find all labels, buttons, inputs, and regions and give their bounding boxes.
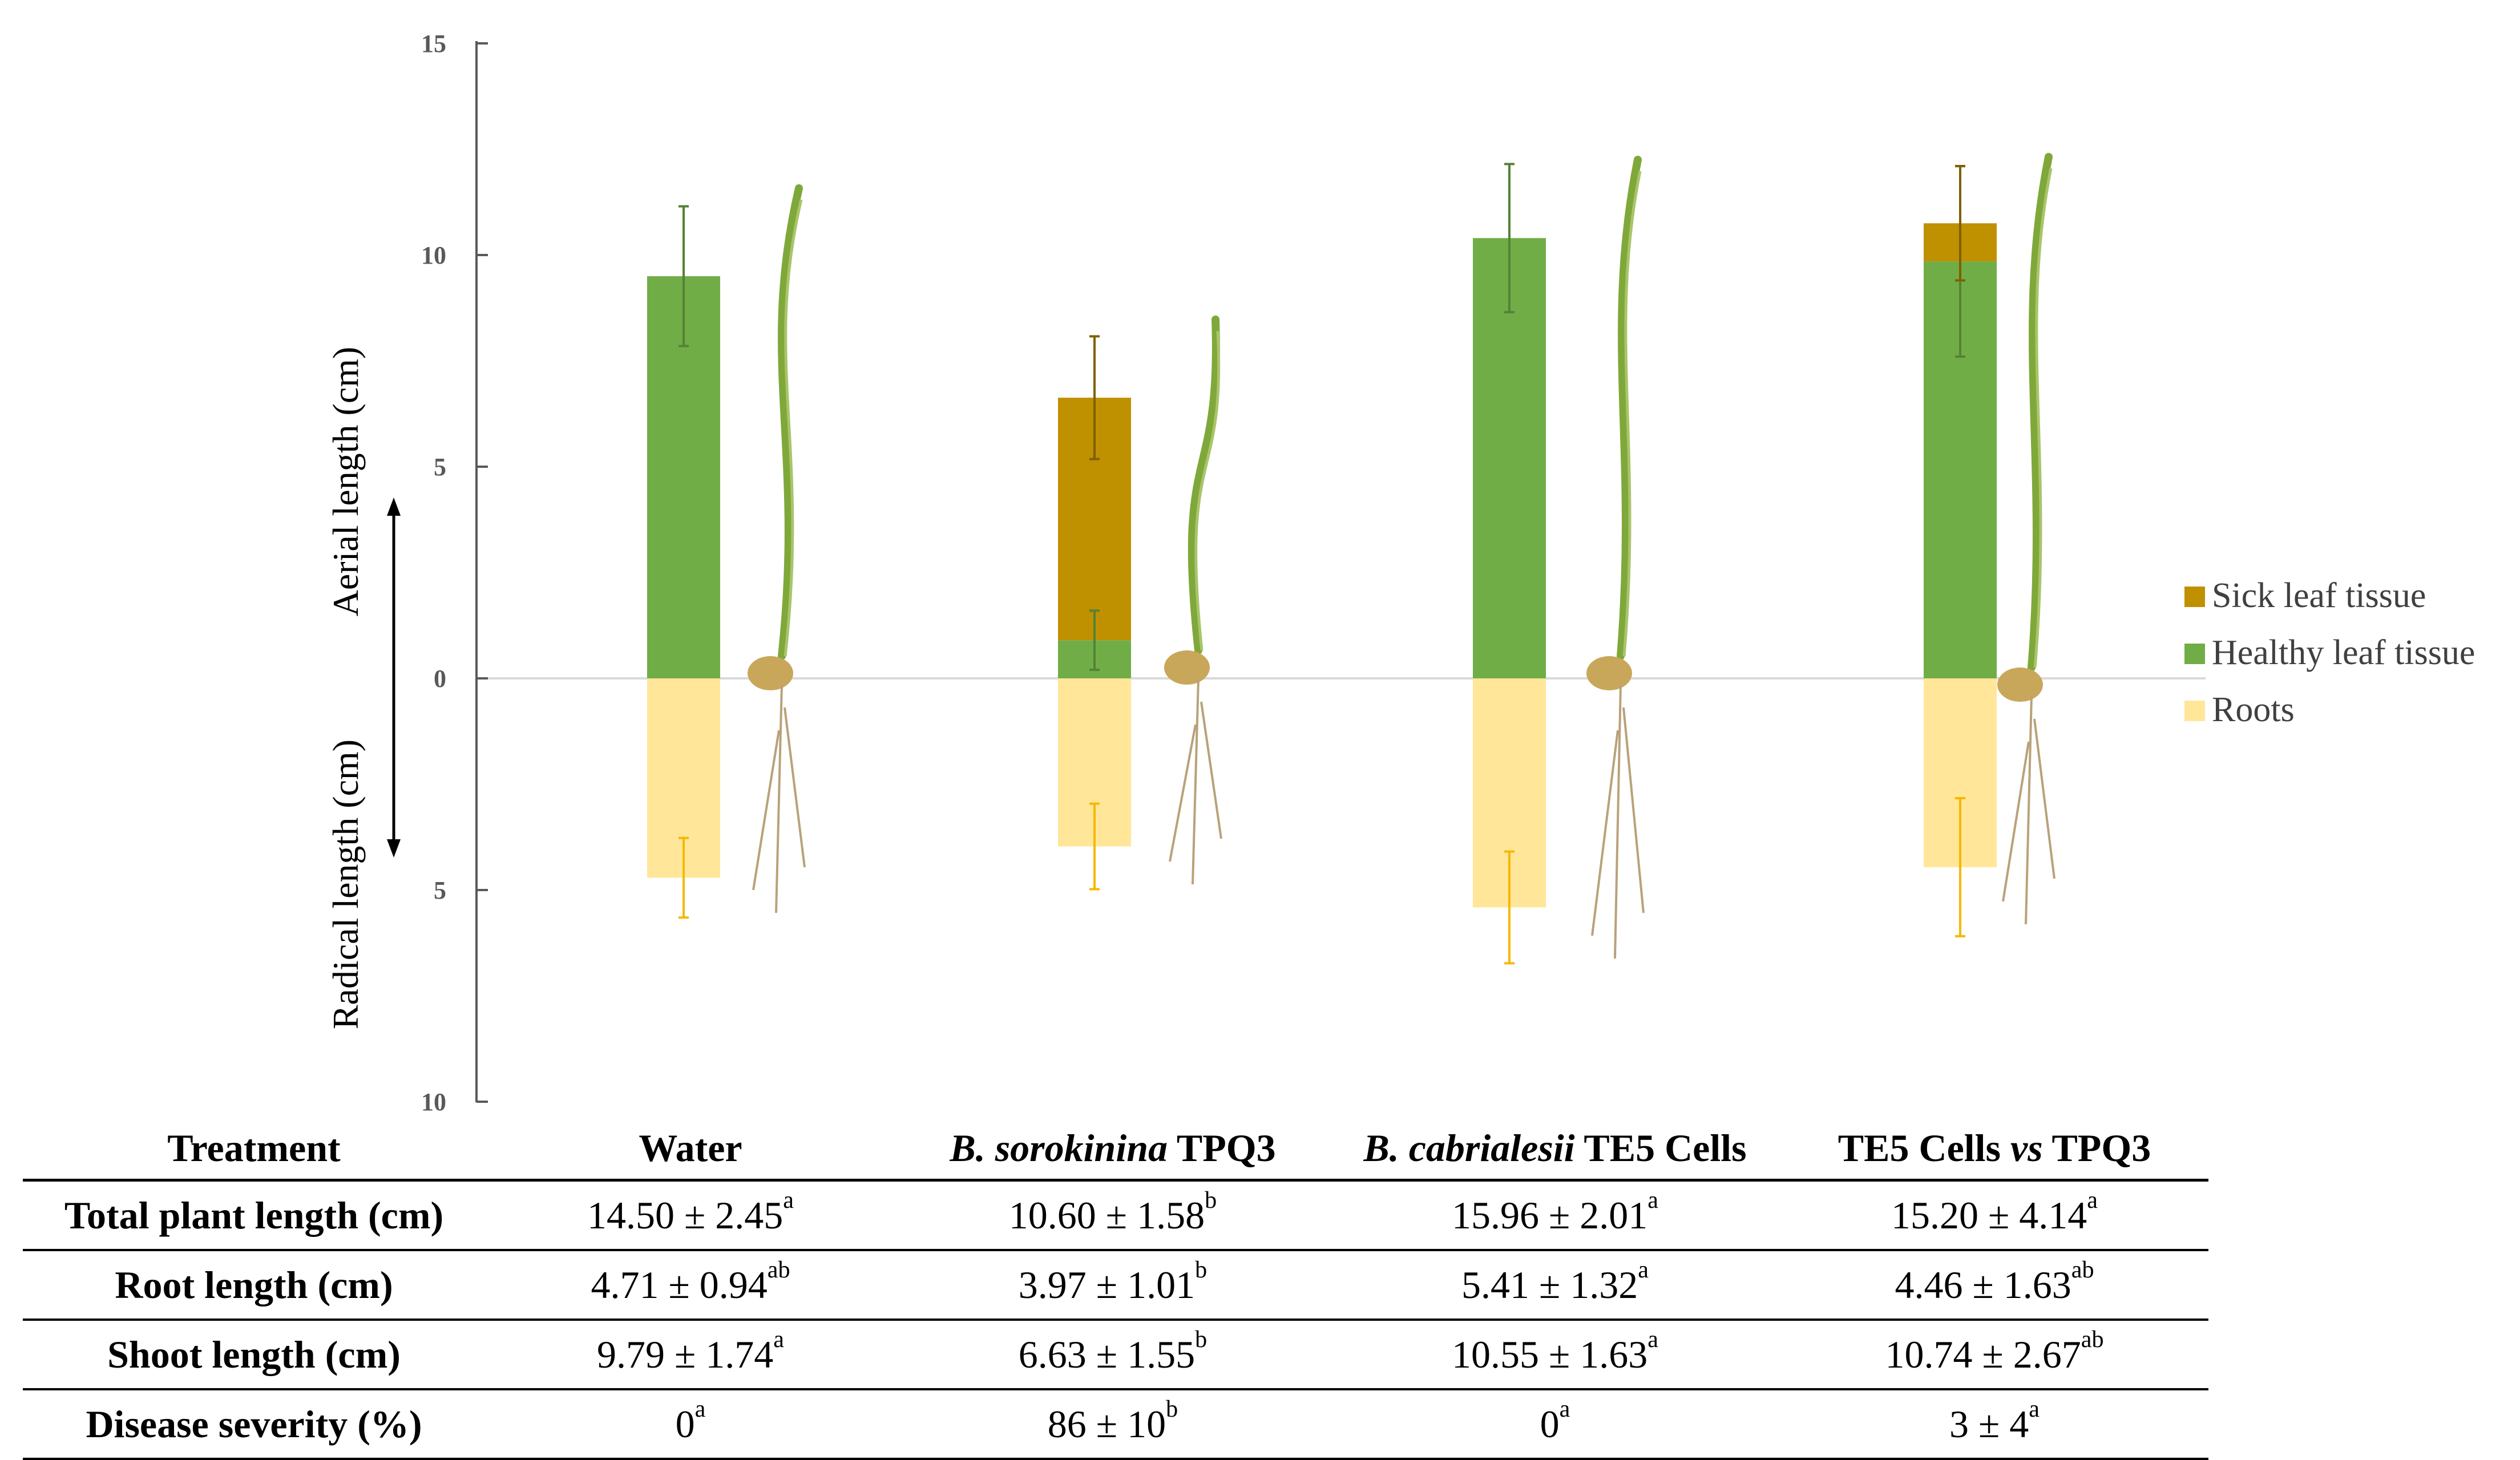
legend-label-healthy: Healthy leaf tissue [2212, 633, 2475, 672]
table-cell: 6.63 ± 1.55b [1018, 1325, 1208, 1376]
plant-seed [1586, 656, 1632, 690]
table-row: Shoot length (cm) 9.79 ± 1.74a 6.63 ± 1.55… [23, 1320, 2208, 1389]
y-axis-label-aerial: Aerial length (cm) [325, 347, 366, 617]
y-tick-label: 15 [421, 30, 446, 58]
legend-label-roots: Roots [2212, 690, 2295, 729]
plant-roots [752, 684, 806, 913]
table-cell: 86 ± 10b [1047, 1395, 1178, 1446]
header-combo: TE5 Cells vs TPQ3 [1838, 1126, 2151, 1170]
y-tick-label: 10 [421, 1088, 446, 1116]
y-tick-label: 0 [434, 665, 446, 693]
row-label: Disease severity (%) [86, 1402, 422, 1446]
plant-shoot-highlight [1194, 330, 1221, 651]
plant-seedling [748, 184, 806, 913]
plant-roots [2002, 695, 2055, 925]
table-cell: 5.41 ± 1.32a [1461, 1256, 1649, 1307]
plant-roots [1169, 678, 1222, 885]
table-cell: 4.71 ± 0.94ab [591, 1256, 790, 1307]
table-cell: 9.79 ± 1.74a [596, 1325, 785, 1376]
header-water: Water [639, 1126, 742, 1170]
plant-shoot [1188, 316, 1220, 654]
plant-shoot-highlight [1622, 171, 1642, 657]
plant-shoot [1617, 156, 1642, 660]
legend-swatch-healthy [2184, 644, 2205, 664]
header-te5: B. cabrialesii TE5 Cells [1363, 1126, 1747, 1170]
legend-swatch-sick [2184, 587, 2205, 607]
legend-label-sick: Sick leaf tissue [2212, 576, 2426, 615]
y-axis-ticks: 15 10 5 0 5 10 [421, 30, 488, 1116]
plant-illustrations [748, 153, 2055, 959]
plant-seedling [1164, 316, 1222, 885]
header-treatment: Treatment [167, 1126, 341, 1170]
results-table: Treatment Water B. sorokinina TPQ3 B. ca… [23, 1117, 2208, 1460]
table-row: Root length (cm) 4.71 ± 0.94ab 3.97 ± 1.01… [23, 1250, 2208, 1320]
plant-seed [1997, 668, 2043, 702]
table-cell: 10.74 ± 2.67ab [1885, 1325, 2104, 1376]
table-cell: 3.97 ± 1.01b [1018, 1256, 1208, 1307]
table-cell: 3 ± 4a [1949, 1395, 2040, 1446]
plant-shoot [2028, 153, 2053, 672]
error-bars [679, 163, 1965, 965]
table-row: Disease severity (%) 0a 86 ± 10b 0a 3 ± 4a [23, 1389, 2208, 1459]
row-label: Shoot length (cm) [107, 1332, 401, 1376]
table-cell: 10.60 ± 1.58b [1008, 1186, 1217, 1237]
bars [647, 223, 1997, 908]
row-label: Root length (cm) [115, 1263, 393, 1307]
table-header-row: Treatment Water B. sorokinina TPQ3 B. ca… [23, 1117, 2208, 1180]
legend-swatch-roots [2184, 701, 2205, 721]
plant-roots [1591, 684, 1645, 959]
header-tpq3: B. sorokinina TPQ3 [950, 1126, 1276, 1170]
plant-seed [748, 656, 793, 690]
plant-shoot-highlight [2033, 168, 2053, 668]
plant-shoot-highlight [784, 199, 803, 657]
direction-arrow [387, 498, 401, 858]
y-tick-label: 10 [421, 241, 446, 269]
table-cell: 0a [675, 1395, 706, 1446]
y-tick-label: 5 [434, 876, 446, 904]
plant-shoot [778, 184, 803, 660]
plant-seedling [1997, 153, 2055, 925]
y-tick-label: 5 [434, 453, 446, 481]
row-label: Total plant length (cm) [64, 1193, 444, 1237]
chart: 15 10 5 0 5 10 Aerial length (cm) Radical len… [325, 30, 2475, 1116]
plant-seed [1164, 650, 1210, 685]
table-cell: 15.96 ± 2.01a [1451, 1186, 1659, 1237]
table-cell: 10.55 ± 1.63a [1451, 1325, 1659, 1376]
table-row: Total plant length (cm) 14.50 ± 2.45a 10.6… [23, 1180, 2208, 1250]
legend: Sick leaf tissue Healthy leaf tissue Roo… [2184, 576, 2475, 729]
y-axis-label-radical: Radical length (cm) [325, 739, 366, 1029]
plant-seedling [1586, 156, 1645, 959]
table-cell: 15.20 ± 4.14a [1891, 1186, 2098, 1237]
table-cell: 4.46 ± 1.63ab [1895, 1256, 2094, 1307]
table-cell: 14.50 ± 2.45a [587, 1186, 794, 1237]
table-cell: 0a [1540, 1395, 1570, 1446]
